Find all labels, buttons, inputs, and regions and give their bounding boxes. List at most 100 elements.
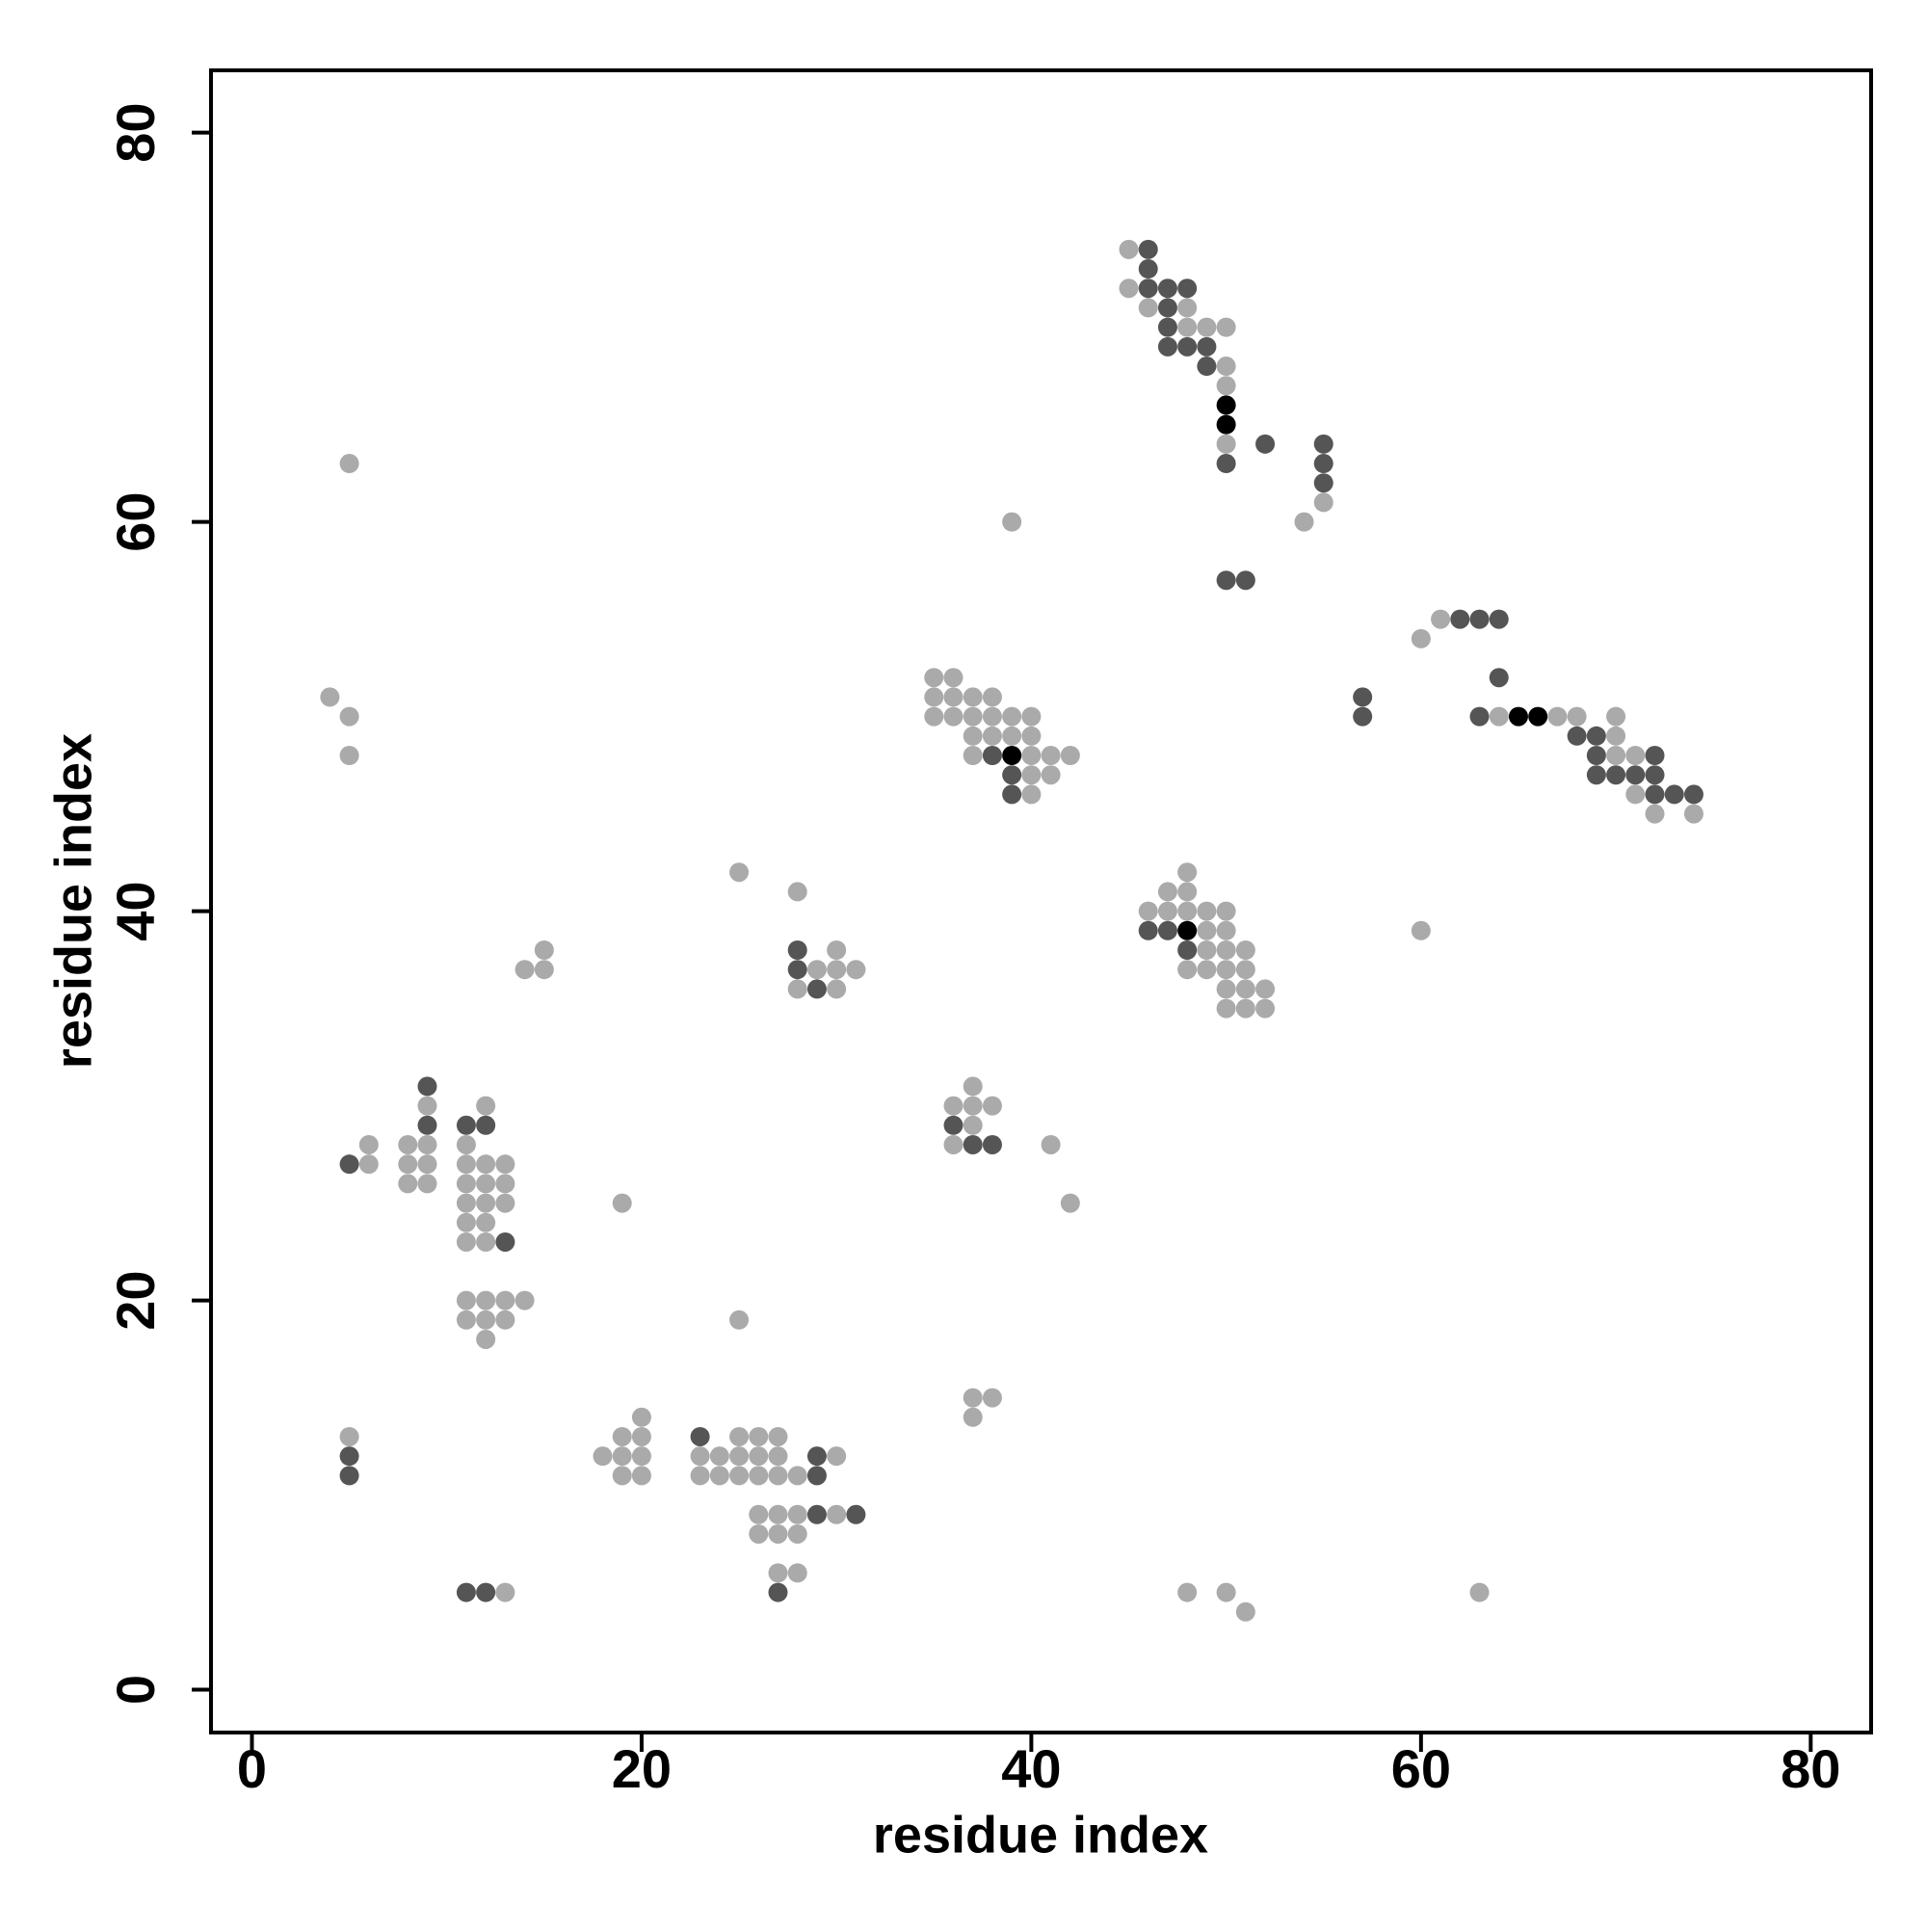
contact-point [1021,746,1042,766]
x-tick-label: 40 [1001,1738,1061,1799]
contact-point [963,1134,983,1154]
contact-point [924,687,944,707]
contact-point [515,960,535,980]
contact-point [1216,920,1236,940]
contact-point [320,687,340,707]
contact-point [1197,960,1217,980]
contact-point [806,1446,827,1467]
contact-point [1606,706,1626,727]
contact-point [1157,278,1177,299]
contact-point [1177,920,1198,940]
contact-point [768,1466,788,1486]
contact-point [1002,765,1022,785]
contact-point [1216,901,1236,921]
contact-point [1489,668,1509,688]
contact-point [1216,1582,1236,1602]
contact-point [534,960,554,980]
contact-point [476,1582,496,1602]
contact-point [749,1504,769,1524]
contact-point [1469,1582,1490,1602]
x-tick-label: 20 [612,1738,672,1799]
contact-point [729,1426,750,1446]
contact-point [768,1563,788,1583]
contact-point [963,1407,983,1427]
contact-point [749,1523,769,1544]
contact-point [729,1466,750,1486]
contact-point [787,1523,807,1544]
contact-point [924,706,944,727]
contact-point [1119,239,1139,259]
contact-point [1138,239,1158,259]
contact-point [827,1446,847,1467]
contact-point [982,1134,1002,1154]
contact-point [787,960,807,980]
contact-point [982,1388,1002,1408]
contact-point [1157,901,1177,921]
contact-point [1683,804,1703,824]
contact-point [612,1466,632,1486]
contact-point [476,1212,496,1232]
contact-point [476,1115,496,1135]
contact-point [1138,259,1158,279]
contact-point [1683,784,1703,805]
contact-point [1353,706,1373,727]
contact-point [1508,706,1528,727]
contact-point [1411,920,1431,940]
contact-point [1177,298,1198,318]
contact-point [631,1466,651,1486]
contact-point [1021,706,1042,727]
y-axis-title: residue index [44,733,102,1069]
contact-point [768,1582,788,1602]
contact-point [339,746,359,766]
contact-point [495,1231,515,1252]
contact-point [1606,726,1626,746]
contact-point [768,1504,788,1524]
contact-point [417,1115,437,1135]
contact-point [476,1290,496,1310]
contact-point [495,1174,515,1194]
contact-point [1450,609,1470,629]
contact-point [1216,317,1236,337]
contact-point [1489,706,1509,727]
contact-point [749,1426,769,1446]
contact-point [1002,512,1022,532]
contact-point [417,1096,437,1116]
contact-point [358,1134,379,1154]
contact-point [1060,746,1080,766]
contact-point [1313,473,1333,493]
contact-point [1216,454,1236,474]
contact-point [787,1466,807,1486]
contact-point [515,1290,535,1310]
contact-point [768,1426,788,1446]
contact-point [963,1115,983,1135]
contact-point [768,1523,788,1544]
contact-point [339,1466,359,1486]
contact-point [1177,317,1198,337]
contact-point [495,1290,515,1310]
contact-point [1157,336,1177,357]
contact-point [476,1096,496,1116]
contact-point [398,1174,418,1194]
contact-point [339,454,359,474]
contact-point [1645,765,1665,785]
contact-point [1216,434,1236,454]
contact-point [1235,998,1255,1019]
contact-point [456,1582,476,1602]
contact-point [1586,765,1606,785]
y-tick-label: 60 [105,491,166,551]
contact-point [787,940,807,960]
contact-point [729,1310,750,1330]
contact-point [806,979,827,999]
contact-point [1060,1193,1080,1213]
contact-point [631,1446,651,1467]
contact-point [943,1115,964,1135]
contact-point [534,940,554,960]
contact-point [1197,920,1217,940]
contact-point [456,1310,476,1330]
contact-point [806,1466,827,1486]
contact-point [963,687,983,707]
contact-point [1216,376,1236,396]
contact-point [1216,960,1236,980]
y-tick-label: 80 [105,102,166,162]
